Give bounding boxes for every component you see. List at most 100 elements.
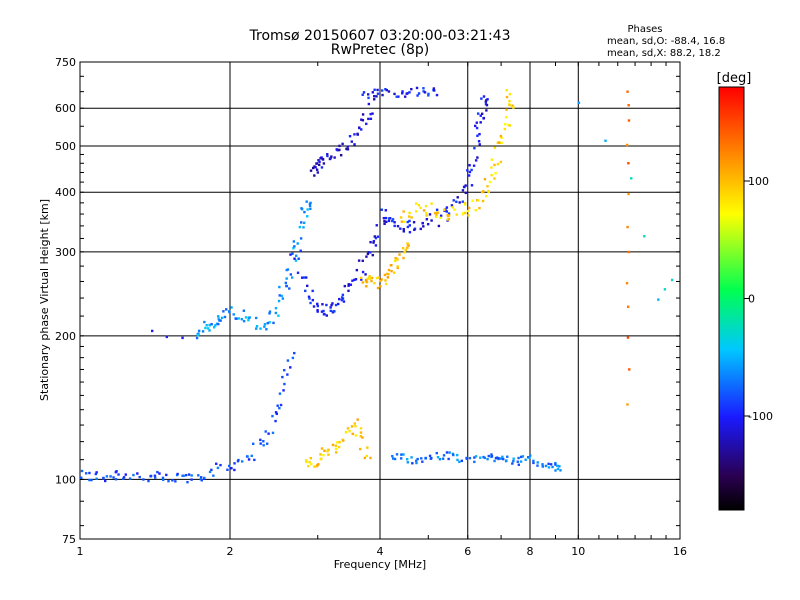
data-point (237, 317, 240, 320)
data-point (399, 457, 403, 460)
data-point (232, 313, 235, 316)
data-point (396, 265, 399, 268)
data-point (308, 297, 311, 300)
data-point (233, 468, 236, 472)
data-point (383, 220, 386, 223)
data-point (455, 213, 458, 216)
data-point (353, 133, 356, 136)
data-point (503, 127, 507, 131)
data-point (480, 190, 484, 194)
data-point (396, 258, 399, 261)
data-point (373, 235, 376, 238)
data-point (423, 91, 427, 94)
data-point (419, 227, 422, 231)
data-point (371, 91, 375, 94)
data-point (461, 189, 465, 192)
data-point (283, 368, 286, 372)
data-point (500, 136, 503, 139)
data-point (353, 143, 356, 146)
data-point (354, 424, 357, 428)
data-point (532, 459, 535, 463)
data-point (274, 411, 278, 414)
data-point (326, 449, 329, 453)
data-point (242, 309, 246, 312)
data-point (334, 447, 338, 451)
y-tick-label: 750 (55, 56, 76, 69)
data-point (402, 228, 405, 231)
data-point (556, 467, 560, 471)
data-point (361, 270, 365, 274)
data-point (504, 123, 507, 126)
data-point (342, 439, 345, 442)
data-point (316, 310, 319, 313)
data-point (290, 276, 294, 279)
data-point (271, 414, 274, 418)
data-point (508, 92, 512, 96)
data-point (327, 448, 330, 451)
phase-stats-x: mean, sd,X: 88.2, 18.2 (607, 48, 721, 59)
data-point (626, 225, 629, 229)
data-point (414, 459, 418, 463)
data-point (380, 278, 383, 281)
data-point (436, 211, 439, 214)
data-point (299, 237, 303, 240)
data-point (369, 456, 372, 460)
data-point (289, 366, 292, 369)
x-axis-ticks: 1 2 4 6 8 10 16 (77, 62, 687, 558)
data-point (366, 446, 369, 449)
data-point (393, 224, 396, 228)
data-point (434, 211, 437, 215)
colorbar-tick-label: 100 (748, 175, 769, 188)
data-point (362, 91, 366, 94)
data-point (341, 142, 344, 146)
data-point (276, 404, 279, 407)
data-point (415, 202, 418, 205)
data-point (541, 465, 544, 468)
data-point (393, 259, 397, 263)
data-point (411, 462, 414, 465)
data-point (384, 279, 387, 282)
data-point (299, 249, 302, 252)
data-point (436, 455, 440, 459)
data-point (456, 196, 459, 199)
data-point (331, 443, 335, 447)
data-point (455, 200, 458, 203)
data-point (487, 454, 490, 458)
data-point (490, 455, 494, 458)
data-point (310, 462, 313, 466)
data-point (190, 478, 193, 481)
data-point (520, 455, 523, 459)
data-point (451, 205, 454, 209)
data-point (559, 469, 562, 472)
data-point (476, 112, 480, 115)
data-point (408, 219, 411, 223)
phase-stats-o: mean, sd,O: -88.4, 16.8 (607, 36, 725, 47)
data-point (297, 257, 300, 260)
data-point (517, 456, 520, 460)
data-point (452, 199, 455, 202)
data-point (320, 310, 324, 313)
data-point (403, 251, 406, 254)
data-point (547, 466, 551, 469)
data-point (305, 276, 308, 279)
data-point (317, 159, 320, 162)
data-point (435, 208, 439, 211)
colorbar (718, 86, 745, 511)
data-point (311, 166, 315, 170)
data-point (304, 459, 308, 462)
data-point (441, 457, 445, 460)
data-point (291, 356, 295, 360)
data-point (329, 156, 332, 160)
data-point (222, 310, 225, 313)
data-point (351, 279, 354, 282)
data-point (342, 300, 346, 303)
data-point (388, 217, 391, 220)
data-point (142, 478, 145, 481)
data-point (353, 278, 356, 282)
data-point (308, 202, 312, 206)
data-point (379, 285, 382, 288)
data-point (385, 282, 388, 286)
data-point (373, 88, 376, 91)
data-point (355, 268, 359, 272)
data-point (447, 457, 450, 461)
